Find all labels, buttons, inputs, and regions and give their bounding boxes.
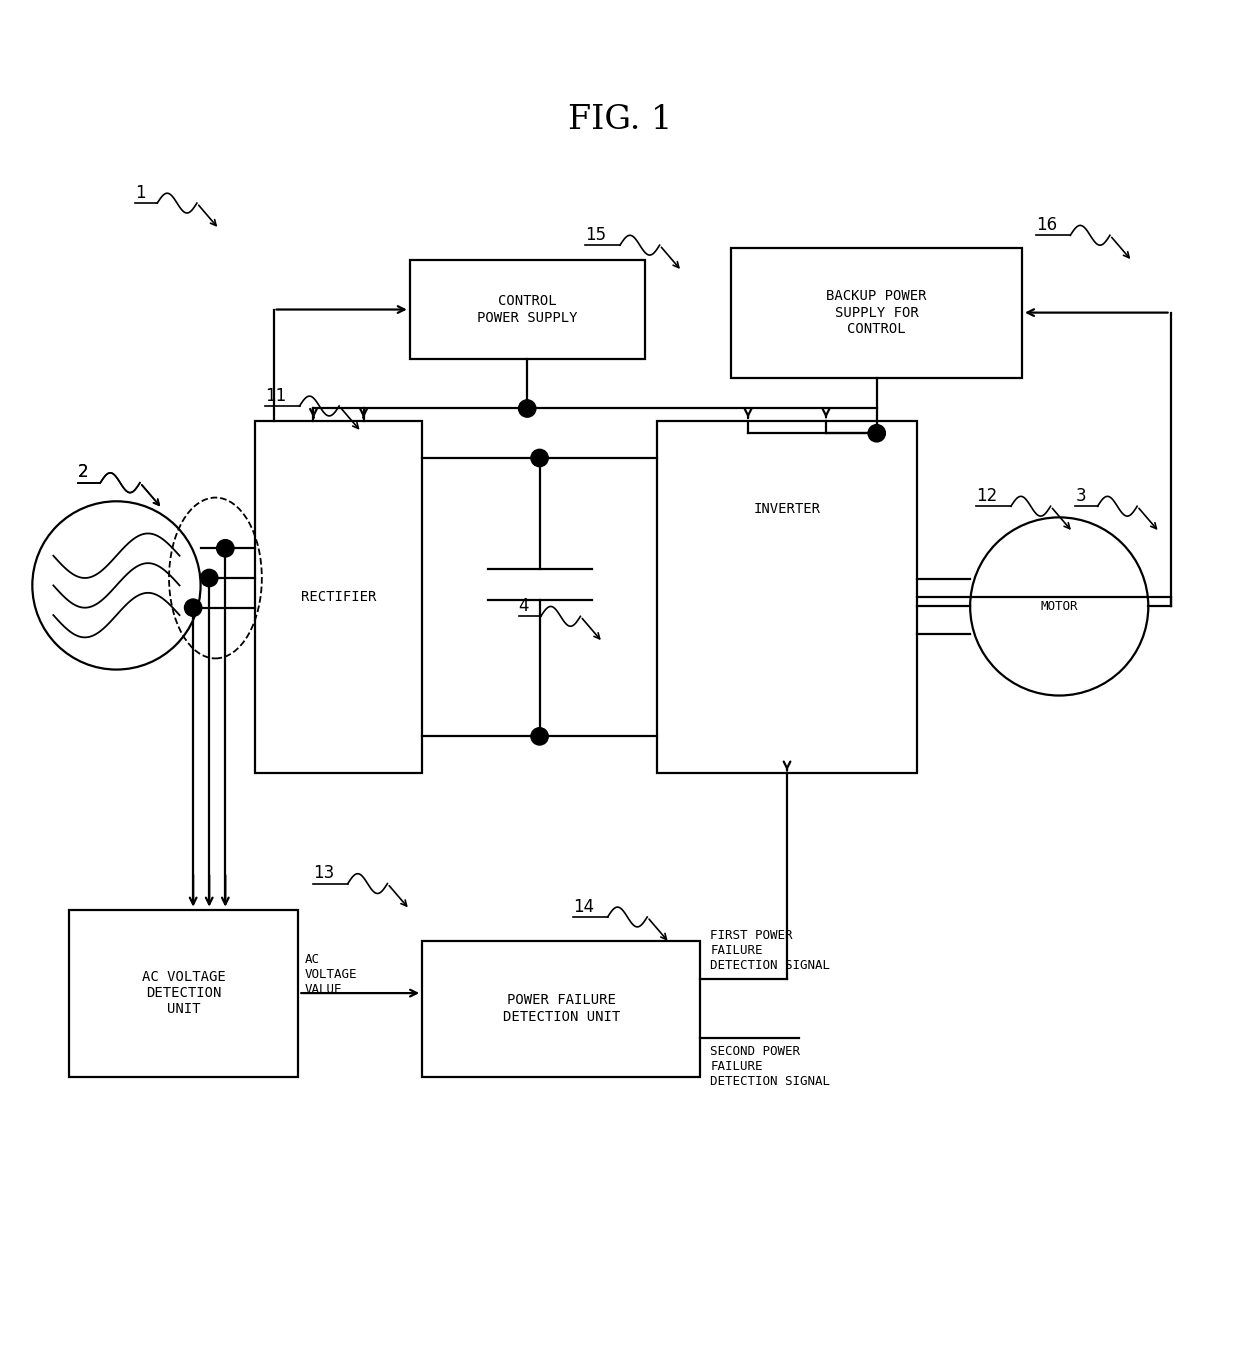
Text: 3: 3 bbox=[1075, 487, 1086, 505]
Bar bbox=[732, 248, 1022, 378]
Circle shape bbox=[201, 569, 218, 587]
Text: RECTIFIER: RECTIFIER bbox=[301, 590, 376, 604]
Text: SECOND POWER
FAILURE
DETECTION SIGNAL: SECOND POWER FAILURE DETECTION SIGNAL bbox=[711, 1044, 831, 1087]
Text: CONTROL
POWER SUPPLY: CONTROL POWER SUPPLY bbox=[477, 294, 578, 325]
Text: 11: 11 bbox=[265, 387, 286, 405]
Text: 1: 1 bbox=[135, 183, 145, 202]
Text: 13: 13 bbox=[314, 865, 335, 882]
Text: AC
VOLTAGE
VALUE: AC VOLTAGE VALUE bbox=[305, 952, 357, 996]
Bar bbox=[255, 421, 422, 773]
Text: INVERTER: INVERTER bbox=[754, 502, 821, 517]
Circle shape bbox=[531, 727, 548, 745]
Bar bbox=[657, 421, 916, 773]
Text: 12: 12 bbox=[976, 487, 997, 505]
Bar bbox=[409, 260, 645, 359]
Text: 2: 2 bbox=[78, 464, 89, 482]
Circle shape bbox=[518, 399, 536, 417]
Bar bbox=[69, 909, 299, 1077]
Text: BACKUP POWER
SUPPLY FOR
CONTROL: BACKUP POWER SUPPLY FOR CONTROL bbox=[827, 290, 928, 336]
Bar bbox=[422, 940, 701, 1077]
Text: 15: 15 bbox=[585, 225, 606, 244]
Text: POWER FAILURE
DETECTION UNIT: POWER FAILURE DETECTION UNIT bbox=[502, 993, 620, 1024]
Circle shape bbox=[531, 449, 548, 467]
Text: FIRST POWER
FAILURE
DETECTION SIGNAL: FIRST POWER FAILURE DETECTION SIGNAL bbox=[711, 929, 831, 973]
Circle shape bbox=[185, 599, 202, 616]
Text: 16: 16 bbox=[1035, 216, 1056, 233]
Text: AC VOLTAGE
DETECTION
UNIT: AC VOLTAGE DETECTION UNIT bbox=[143, 970, 226, 1016]
Text: 2: 2 bbox=[78, 464, 89, 482]
Circle shape bbox=[217, 540, 234, 557]
Text: 14: 14 bbox=[573, 897, 594, 916]
Text: FIG. 1: FIG. 1 bbox=[568, 104, 672, 136]
Circle shape bbox=[868, 425, 885, 442]
Text: 4: 4 bbox=[518, 598, 529, 615]
Text: MOTOR: MOTOR bbox=[1040, 600, 1078, 612]
